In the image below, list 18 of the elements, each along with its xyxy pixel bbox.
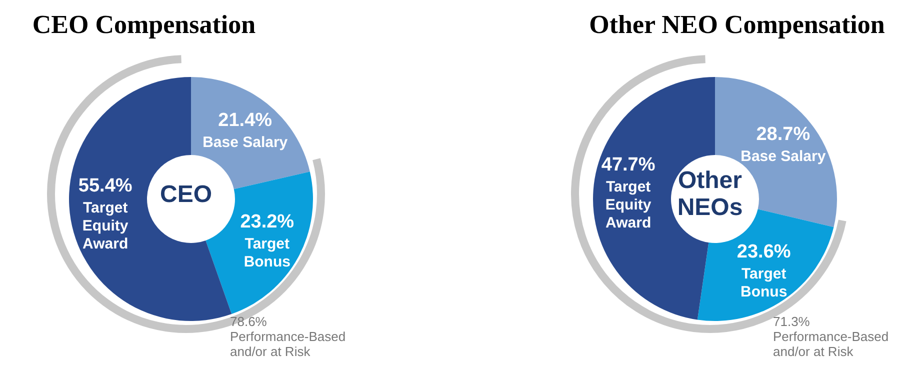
text: CEO xyxy=(160,180,212,208)
slice-label: Target Equity Award xyxy=(82,200,129,253)
text: Other NEOs xyxy=(677,167,743,221)
data-label: 28.7% xyxy=(756,124,810,146)
slice-label: Base Salary xyxy=(740,148,826,166)
data-label: 23.2% xyxy=(240,211,294,232)
data-label: 23.6% xyxy=(736,241,791,262)
data-label: 55.4% xyxy=(78,176,132,197)
data-label: 21.4% xyxy=(218,110,272,132)
text: 78.6% Performance-Based and/or at Risk xyxy=(230,314,346,359)
text: 71.3% Performance-Based and/or at Risk xyxy=(773,314,889,359)
slice-label: Base Salary xyxy=(202,134,288,152)
chart-title: CEO Compensation xyxy=(31,10,257,40)
slice-label: Target Equity Award xyxy=(605,178,652,232)
slice-label: Target Bonus xyxy=(244,235,290,270)
slice-label: Target Bonus xyxy=(740,265,788,300)
data-label: 47.7% xyxy=(601,154,656,176)
chart-title: Other NEO Compensation xyxy=(588,10,886,40)
